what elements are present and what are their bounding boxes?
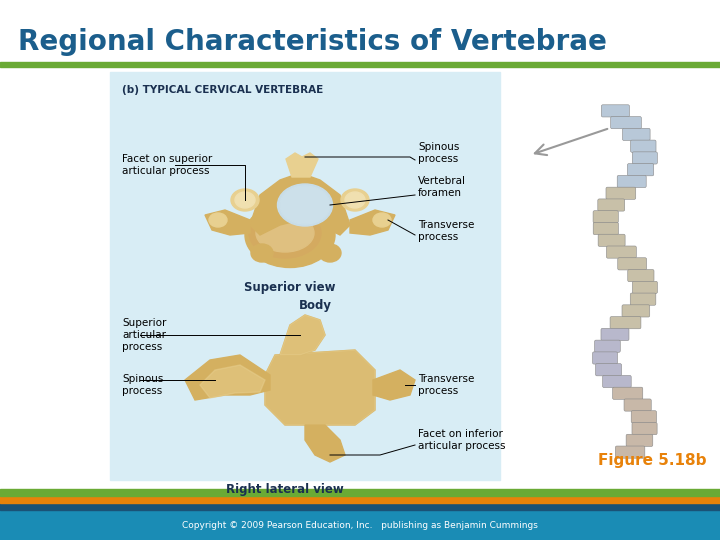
Text: Facet on inferior
articular process: Facet on inferior articular process: [418, 429, 505, 451]
Text: Spinous
process: Spinous process: [418, 142, 459, 164]
Text: Superior
articular
process: Superior articular process: [122, 319, 166, 352]
Polygon shape: [305, 425, 345, 462]
FancyBboxPatch shape: [630, 293, 656, 305]
Polygon shape: [200, 365, 265, 398]
Polygon shape: [265, 350, 375, 425]
Polygon shape: [265, 350, 375, 425]
Text: (b) TYPICAL CERVICAL VERTEBRAE: (b) TYPICAL CERVICAL VERTEBRAE: [122, 85, 323, 95]
FancyBboxPatch shape: [632, 281, 657, 293]
FancyBboxPatch shape: [610, 316, 641, 329]
Text: Regional Characteristics of Vertebrae: Regional Characteristics of Vertebrae: [18, 28, 607, 56]
Polygon shape: [350, 210, 395, 235]
FancyBboxPatch shape: [628, 269, 654, 282]
FancyBboxPatch shape: [618, 258, 647, 270]
FancyBboxPatch shape: [631, 140, 656, 152]
Ellipse shape: [319, 244, 341, 262]
FancyBboxPatch shape: [631, 411, 657, 423]
FancyBboxPatch shape: [632, 152, 657, 164]
FancyBboxPatch shape: [601, 328, 629, 341]
Polygon shape: [280, 315, 325, 355]
Text: Body: Body: [299, 299, 331, 312]
FancyBboxPatch shape: [606, 187, 636, 199]
Ellipse shape: [345, 192, 365, 208]
FancyBboxPatch shape: [593, 222, 618, 235]
Bar: [0, 496, 720, 503]
Bar: [0, 62, 720, 67]
FancyBboxPatch shape: [616, 446, 645, 458]
Ellipse shape: [373, 213, 391, 227]
FancyBboxPatch shape: [606, 246, 636, 258]
FancyBboxPatch shape: [622, 305, 649, 317]
Bar: [0, 510, 720, 540]
FancyBboxPatch shape: [623, 129, 650, 140]
FancyBboxPatch shape: [632, 422, 657, 435]
FancyBboxPatch shape: [613, 387, 643, 400]
Polygon shape: [286, 153, 318, 177]
Text: Copyright © 2009 Pearson Education, Inc.   publishing as Benjamin Cummings: Copyright © 2009 Pearson Education, Inc.…: [182, 522, 538, 530]
Text: Spinous
process: Spinous process: [122, 374, 163, 396]
FancyBboxPatch shape: [593, 211, 618, 223]
Ellipse shape: [235, 192, 255, 208]
FancyBboxPatch shape: [624, 399, 651, 411]
Polygon shape: [250, 173, 350, 235]
Ellipse shape: [341, 189, 369, 211]
Text: Superior view: Superior view: [244, 280, 336, 294]
Polygon shape: [373, 370, 415, 400]
Ellipse shape: [249, 208, 321, 258]
Ellipse shape: [231, 189, 259, 211]
FancyBboxPatch shape: [598, 199, 625, 211]
Ellipse shape: [280, 186, 330, 224]
Text: Right lateral view: Right lateral view: [226, 483, 344, 496]
Bar: [0, 503, 720, 510]
Text: Vertebral
foramen: Vertebral foramen: [418, 176, 466, 198]
Text: Facet on superior
articular process: Facet on superior articular process: [122, 154, 212, 176]
Ellipse shape: [209, 213, 227, 227]
Polygon shape: [185, 355, 270, 400]
FancyBboxPatch shape: [595, 363, 621, 376]
FancyBboxPatch shape: [603, 375, 631, 388]
FancyBboxPatch shape: [611, 117, 642, 129]
FancyBboxPatch shape: [626, 434, 653, 447]
FancyBboxPatch shape: [598, 234, 625, 246]
FancyBboxPatch shape: [593, 352, 618, 364]
Ellipse shape: [277, 184, 333, 226]
Polygon shape: [205, 210, 250, 235]
FancyBboxPatch shape: [617, 176, 646, 187]
Ellipse shape: [245, 202, 335, 267]
FancyBboxPatch shape: [627, 164, 654, 176]
FancyBboxPatch shape: [595, 340, 620, 352]
Ellipse shape: [251, 244, 273, 262]
Ellipse shape: [256, 214, 314, 252]
Bar: [0, 489, 720, 496]
FancyBboxPatch shape: [601, 105, 629, 117]
Text: Transverse
process: Transverse process: [418, 374, 474, 396]
Bar: [110, 72, 500, 480]
Text: Figure 5.18b: Figure 5.18b: [598, 453, 706, 468]
Polygon shape: [280, 315, 325, 355]
Text: Transverse
process: Transverse process: [418, 220, 474, 242]
